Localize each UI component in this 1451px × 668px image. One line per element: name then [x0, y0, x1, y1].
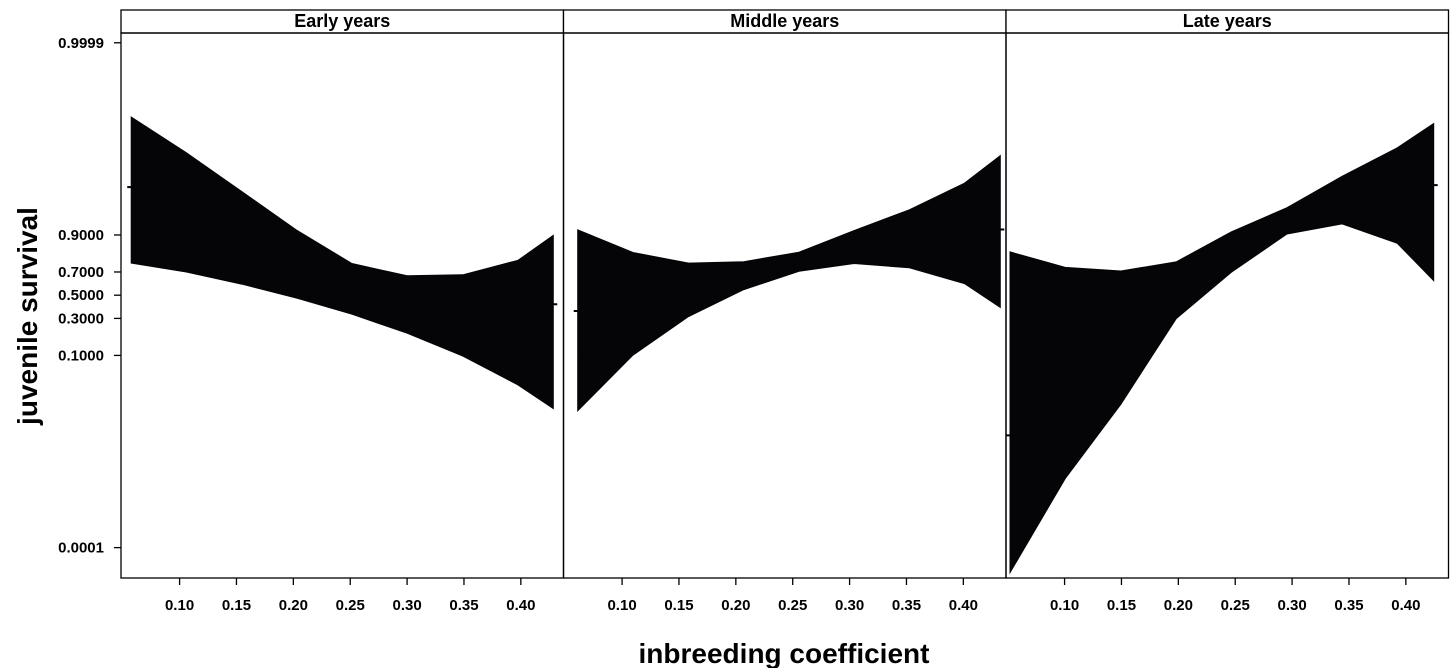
y-tick-label: 0.9999	[58, 35, 104, 52]
x-tick-label: 0.20	[1164, 597, 1193, 614]
y-tick-label: 0.9000	[58, 227, 104, 244]
x-tick-label: 0.40	[506, 597, 535, 614]
x-tick-label: 0.35	[1334, 597, 1363, 614]
y-tick-label: 0.5000	[58, 287, 104, 304]
y-tick-label: 0.7000	[58, 264, 104, 281]
confidence-band	[577, 154, 1001, 413]
x-tick-label: 0.20	[721, 597, 750, 614]
x-tick-label: 0.35	[892, 597, 921, 614]
x-tick-label: 0.30	[835, 597, 864, 614]
panel-border	[1005, 32, 1450, 579]
panel-strip-label: Late years	[1183, 11, 1272, 31]
panel-2: Middle years 0.10 0.15 0.20 0.25 0.30 0.35 0.40	[562, 9, 1007, 614]
x-tick-label: 0.40	[949, 597, 978, 614]
confidence-band	[1009, 122, 1435, 575]
y-tick-label: 0.1000	[58, 347, 104, 364]
y-axis-title: juvenile survival	[12, 207, 43, 426]
x-tick-label: 0.15	[222, 597, 251, 614]
x-tick-label: 0.30	[392, 597, 421, 614]
x-tick-label: 0.25	[336, 597, 365, 614]
x-tick-label: 0.25	[778, 597, 807, 614]
x-tick-label: 0.40	[1391, 597, 1420, 614]
y-axis: 0.0001 0.1000 0.3000 0.5000 0.7000 0.9000 0.99…	[58, 35, 121, 557]
x-tick-label: 0.10	[165, 597, 194, 614]
panel-strip-label: Middle years	[730, 11, 839, 31]
x-tick-label: 0.15	[664, 597, 693, 614]
panel-strip-label: Early years	[294, 11, 390, 31]
x-tick-label: 0.30	[1277, 597, 1306, 614]
x-tick-label: 0.10	[1050, 597, 1079, 614]
confidence-band	[130, 116, 554, 410]
panel-1: Early years 0.10 0.15 0.20 0.25 0.30 0.35 0.40	[120, 9, 565, 614]
x-tick-label: 0.15	[1107, 597, 1136, 614]
y-tick-label: 0.3000	[58, 310, 104, 327]
x-tick-label: 0.35	[449, 597, 478, 614]
x-tick-label: 0.20	[279, 597, 308, 614]
x-tick-label: 0.10	[607, 597, 636, 614]
x-axis-title: inbreeding coefficient	[639, 638, 930, 668]
x-tick-label: 0.25	[1221, 597, 1250, 614]
panel-3: Late years 0.10 0.15 0.20 0.25 0.30 0.35 0.40	[1005, 9, 1450, 614]
y-tick-label: 0.0001	[58, 540, 104, 557]
